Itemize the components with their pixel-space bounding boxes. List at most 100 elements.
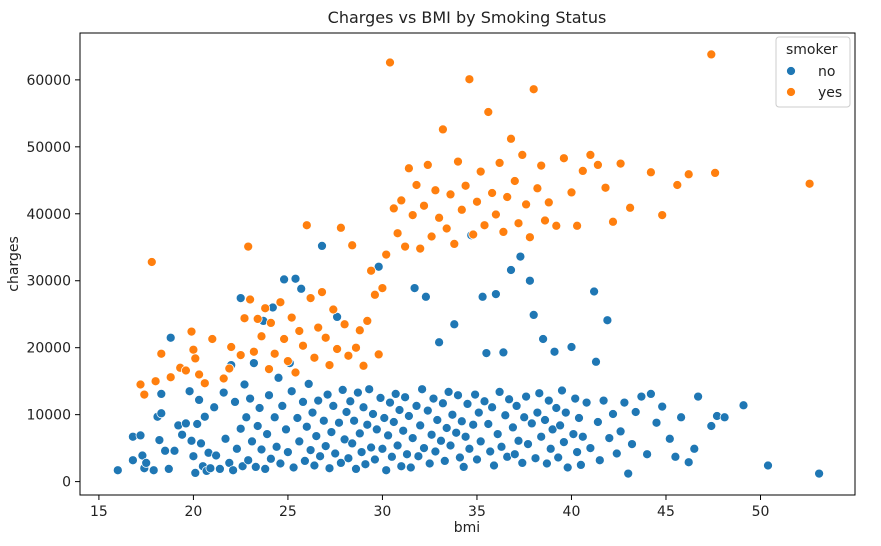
point-no-180 (496, 441, 507, 452)
point-no-158 (455, 452, 465, 463)
point-yes-44 (336, 222, 346, 233)
point-no-146 (432, 415, 443, 425)
point-no-76 (300, 456, 310, 466)
point-yes-48 (351, 342, 361, 353)
point-no-151 (441, 423, 452, 433)
point-no-51 (252, 421, 263, 431)
point-no-178 (492, 429, 503, 439)
point-no-14 (165, 332, 176, 343)
point-no-50 (250, 462, 261, 472)
point-no-231 (604, 433, 615, 443)
y-tick-label: 30000 (26, 274, 71, 290)
point-no-44 (239, 379, 250, 390)
point-yes-90 (509, 176, 520, 186)
point-no-18 (181, 418, 191, 429)
point-no-220 (574, 413, 584, 423)
point-no-166 (470, 389, 480, 400)
point-no-216 (566, 342, 577, 352)
point-no-210 (553, 452, 564, 463)
point-no-71 (290, 273, 301, 284)
point-no-142 (424, 458, 435, 469)
point-no-148 (436, 435, 446, 446)
point-no-69 (286, 386, 297, 397)
point-no-112 (368, 409, 378, 419)
point-no-207 (547, 424, 558, 435)
point-yes-91 (513, 218, 524, 229)
point-no-160 (458, 462, 469, 472)
point-no-161 (460, 431, 471, 442)
point-yes-4 (156, 348, 167, 359)
point-no-157 (453, 390, 463, 401)
point-yes-79 (468, 229, 479, 240)
point-yes-78 (464, 74, 475, 85)
point-no-110 (364, 384, 375, 395)
point-no-255 (814, 468, 824, 479)
point-no-73 (294, 436, 305, 447)
point-yes-16 (226, 342, 237, 352)
point-yes-46 (343, 350, 354, 361)
point-no-75 (298, 397, 308, 407)
point-no-72 (292, 413, 303, 423)
point-no-174 (485, 446, 496, 457)
point-yes-69 (430, 185, 441, 196)
point-yes-25 (264, 364, 274, 374)
point-no-197 (528, 310, 539, 320)
point-no-182 (500, 410, 511, 421)
point-yes-101 (559, 153, 569, 164)
point-yes-1 (139, 389, 150, 400)
point-no-52 (254, 403, 265, 413)
point-no-163 (464, 443, 475, 454)
point-yes-67 (422, 160, 433, 170)
point-no-33 (215, 464, 225, 474)
point-no-127 (396, 461, 407, 472)
point-no-188 (511, 401, 522, 411)
point-no-15 (169, 445, 180, 456)
point-no-194 (523, 439, 533, 449)
point-no-181 (498, 347, 509, 358)
point-no-133 (407, 433, 418, 443)
point-no-242 (651, 417, 662, 428)
point-no-138 (417, 384, 427, 395)
point-no-228 (594, 455, 605, 466)
point-yes-95 (528, 84, 539, 95)
point-yes-65 (415, 243, 426, 254)
point-yes-8 (186, 326, 197, 337)
point-no-20 (186, 435, 197, 446)
point-no-120 (383, 430, 393, 441)
point-no-155 (449, 319, 460, 330)
point-yes-14 (218, 373, 229, 384)
point-yes-108 (608, 216, 618, 227)
point-no-122 (387, 451, 397, 462)
plot-area-frame (79, 32, 856, 496)
x-tick-label: 45 (657, 504, 675, 520)
point-yes-96 (532, 183, 543, 194)
point-no-162 (462, 399, 473, 409)
point-no-85 (317, 241, 327, 251)
y-tick-label: 20000 (26, 341, 71, 357)
point-yes-2 (146, 257, 157, 267)
point-yes-23 (256, 331, 267, 342)
point-no-6 (141, 458, 152, 468)
point-no-230 (602, 315, 613, 326)
point-no-21 (188, 451, 199, 462)
point-no-109 (362, 419, 373, 430)
point-no-35 (220, 433, 231, 444)
point-no-99 (343, 453, 354, 464)
point-yes-66 (419, 200, 429, 211)
point-no-91 (328, 401, 339, 411)
point-no-223 (581, 397, 592, 408)
point-no-159 (456, 416, 467, 427)
point-no-192 (519, 412, 530, 423)
point-no-156 (451, 427, 462, 438)
point-no-239 (636, 391, 647, 402)
point-no-137 (415, 420, 426, 431)
point-no-41 (235, 293, 246, 303)
point-yes-60 (396, 195, 407, 206)
x-tick-label: 20 (185, 504, 203, 520)
point-no-87 (320, 441, 331, 451)
point-yes-114 (683, 169, 694, 180)
point-no-147 (434, 337, 444, 348)
point-no-132 (405, 462, 416, 473)
point-no-235 (619, 397, 630, 408)
point-yes-110 (625, 202, 635, 213)
